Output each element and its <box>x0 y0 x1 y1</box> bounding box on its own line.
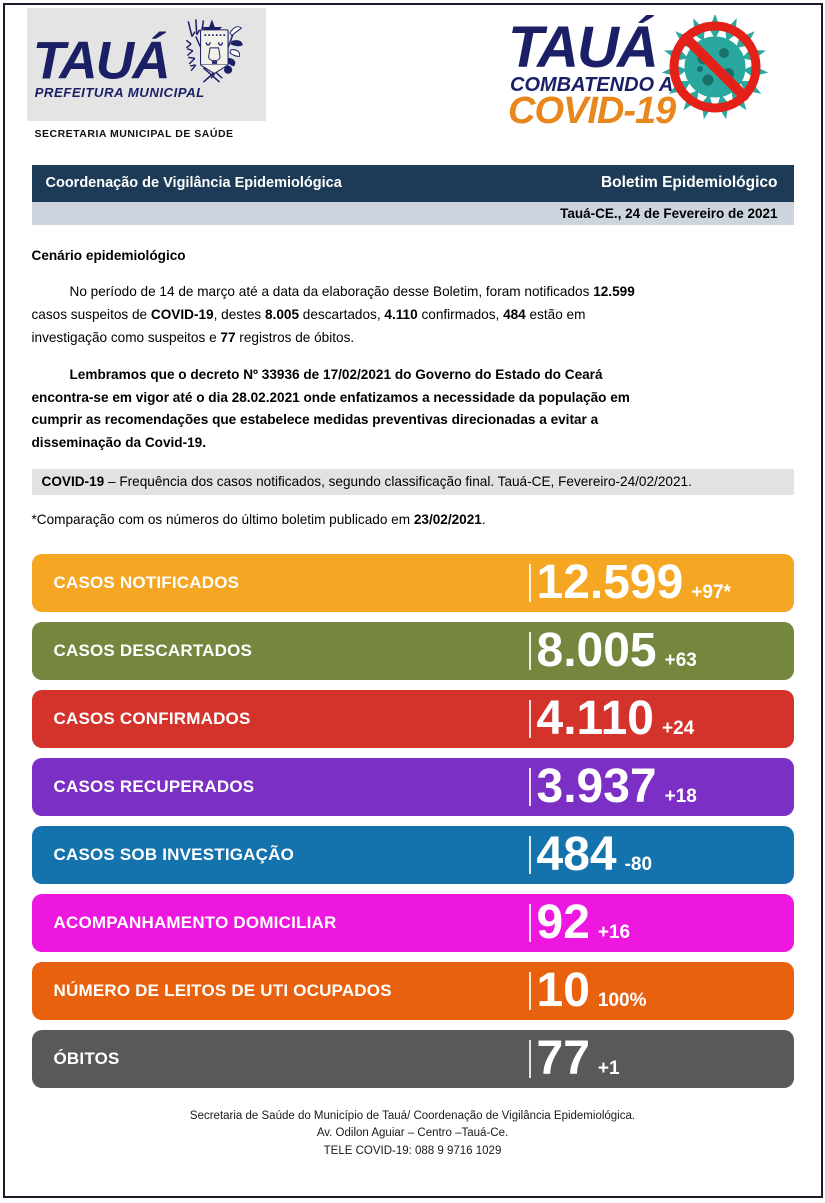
svg-text:TAUÁ: TAUÁ <box>32 30 168 90</box>
svg-text:TAUÁ: TAUÁ <box>508 15 657 80</box>
svg-text:PREFEITURA MUNICIPAL: PREFEITURA MUNICIPAL <box>34 85 204 100</box>
svg-text:COVID-19: COVID-19 <box>508 90 676 132</box>
